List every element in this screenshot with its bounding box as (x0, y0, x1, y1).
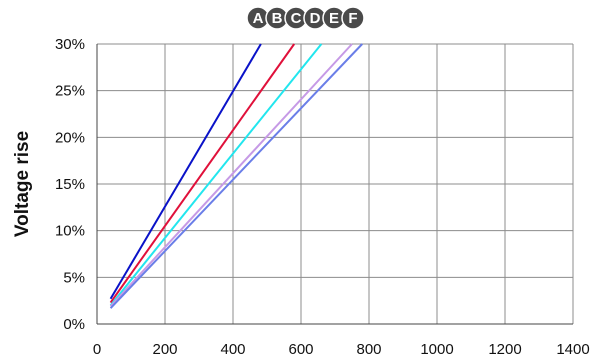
y-tick-label: 30% (55, 36, 85, 53)
grid (96, 43, 574, 325)
x-tick-label: 200 (152, 341, 177, 358)
legend-badge-f (341, 6, 365, 30)
x-tick-label: 400 (220, 341, 245, 358)
legend-badge-label: A (253, 10, 264, 27)
tick-labels: 0 200 400 600 800 1000 1200 1400 0% 5% 10% 15% 20% 25… (55, 36, 590, 358)
x-tick-label: 600 (288, 341, 313, 358)
y-tick-label: 20% (55, 129, 85, 146)
x-tick-label: 0 (93, 341, 101, 358)
x-tick-label: 1200 (488, 341, 521, 358)
y-tick-label: 0% (63, 316, 85, 333)
y-axis-label: Voltage rise (12, 131, 33, 237)
series-line-c (109, 43, 323, 306)
series-line-e (109, 43, 363, 309)
series-lines (109, 43, 363, 309)
y-tick-label: 15% (55, 176, 85, 193)
x-tick-label: 1400 (556, 341, 589, 358)
series-line-b (109, 43, 296, 304)
x-tick-label: 1000 (420, 341, 453, 358)
legend-badge-label: E (329, 10, 339, 27)
y-tick-label: 10% (55, 223, 85, 240)
legend-badge-label: C (291, 10, 302, 27)
y-tick-label: 5% (63, 269, 85, 286)
axes (96, 44, 573, 325)
series-line-a (109, 43, 262, 300)
legend-badge-label: B (272, 10, 283, 27)
y-tick-label: 25% (55, 83, 85, 100)
series-line-d (109, 43, 353, 307)
legend-badge-label: F (348, 10, 357, 27)
x-tick-label: 800 (356, 341, 381, 358)
legend-badge-label: D (310, 10, 321, 27)
